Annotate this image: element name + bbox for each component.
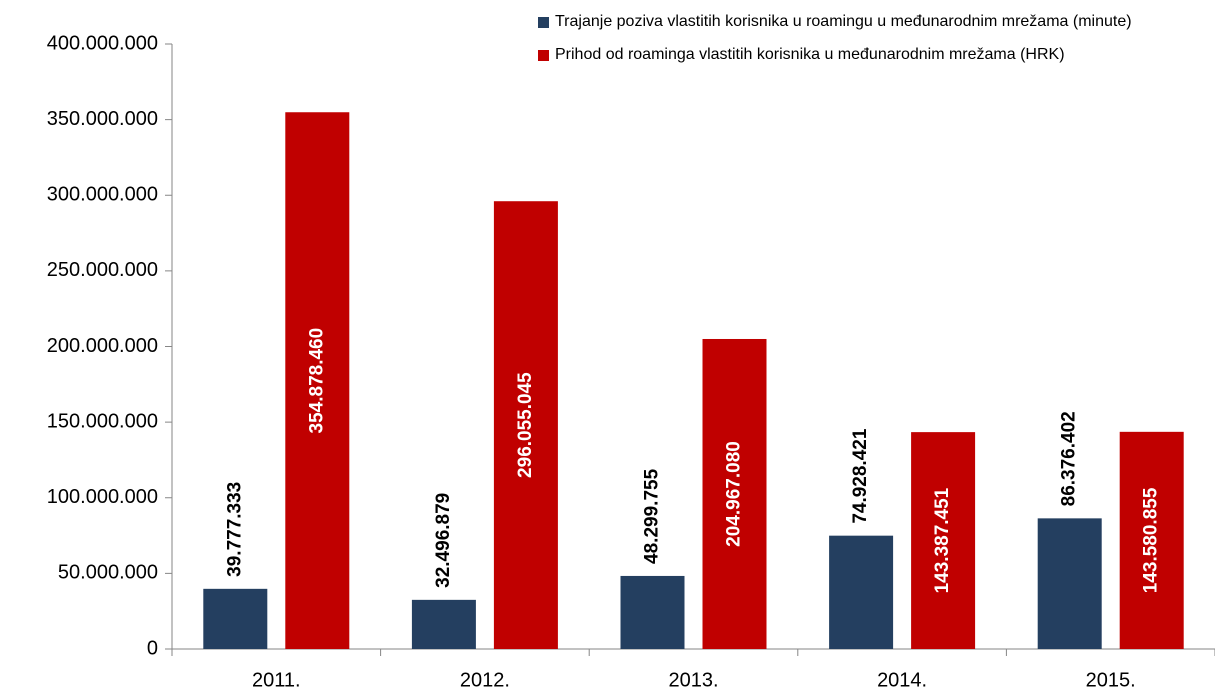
data-label: 74.928.421 (850, 428, 871, 524)
bar (702, 338, 767, 649)
bar (203, 588, 268, 649)
legend-entry: Prihod od roaminga vlastitih korisnika u… (538, 45, 1178, 64)
bar (620, 575, 685, 649)
legend: Trajanje poziva vlastitih korisnika u ro… (538, 12, 1178, 78)
legend-label: Prihod od roaminga vlastitih korisnika u… (555, 46, 1065, 63)
y-tick-label: 50.000.000 (58, 562, 158, 584)
y-tick-label: 150.000.000 (47, 410, 158, 432)
bar (829, 535, 894, 649)
x-tick-label: 2011. (252, 669, 301, 691)
legend-label: Trajanje poziva vlastitih korisnika u ro… (555, 13, 1132, 30)
y-tick-label: 200.000.000 (47, 335, 158, 357)
legend-swatch (538, 50, 549, 61)
bar (285, 112, 350, 649)
data-label: 296.055.045 (515, 372, 536, 478)
bar (411, 599, 476, 649)
data-label: 39.777.333 (224, 482, 245, 577)
bar (911, 432, 976, 649)
data-label: 32.496.879 (433, 493, 454, 588)
y-tick-label: 300.000.000 (47, 184, 158, 206)
data-label: 204.967.080 (724, 441, 745, 547)
x-tick-label: 2014. (877, 669, 927, 691)
legend-entry: Trajanje poziva vlastitih korisnika u ro… (538, 12, 1178, 31)
bar (1037, 518, 1102, 649)
data-label: 48.299.755 (642, 468, 663, 564)
data-label: 354.878.460 (306, 328, 327, 434)
data-label: 143.387.451 (932, 487, 953, 593)
x-tick-label: 2013. (668, 669, 718, 691)
y-tick-label: 0 (147, 637, 158, 659)
legend-swatch (538, 17, 549, 28)
x-tick-label: 2012. (460, 669, 510, 691)
bar (1119, 431, 1184, 649)
y-tick-label: 100.000.000 (47, 486, 158, 508)
data-label: 86.376.402 (1059, 411, 1080, 506)
y-tick-label: 400.000.000 (47, 32, 158, 54)
bar (493, 201, 558, 650)
y-tick-label: 350.000.000 (47, 108, 158, 130)
y-tick-label: 250.000.000 (47, 259, 158, 281)
x-tick-label: 2015. (1086, 669, 1136, 691)
data-label: 143.580.855 (1141, 487, 1162, 593)
